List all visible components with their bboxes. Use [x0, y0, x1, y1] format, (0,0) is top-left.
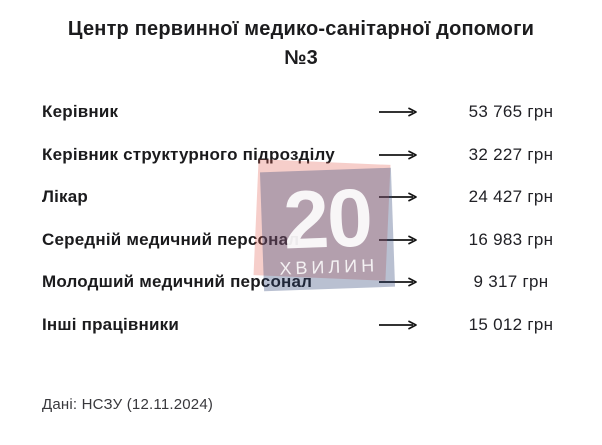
salary-value: 9 317 грн	[473, 272, 549, 292]
arrow-right-icon	[378, 192, 418, 202]
arrow-right-icon	[378, 107, 418, 117]
arrow-right-icon	[378, 277, 418, 287]
salary-value: 15 012 грн	[468, 314, 554, 334]
page-title: Центр первинної медико-санітарної допомо…	[67, 18, 535, 69]
arrow-right-icon	[378, 235, 418, 245]
table-row: Керівник 53 765 грн	[0, 91, 602, 134]
position-label: Середній медичний персонал	[42, 229, 300, 249]
table-row: Молодший медичний персонал 9 317 грн	[0, 261, 602, 304]
table-row: Інші працівники 15 012 грн	[0, 304, 602, 347]
position-label: Лікар	[42, 187, 88, 207]
position-label: Інші працівники	[42, 314, 180, 334]
table-row: Середній медичний персонал 16 983 грн	[0, 219, 602, 262]
salary-value: 32 227 грн	[468, 144, 554, 164]
salary-value: 53 765 грн	[468, 102, 554, 122]
position-label: Молодший медичний персонал	[42, 272, 313, 292]
salary-table: Керівник 53 765 грн Керівник структурног…	[0, 91, 602, 346]
arrow-right-icon	[378, 320, 418, 330]
salary-value: 16 983 грн	[468, 229, 554, 249]
table-row: Керівник структурного підрозділу 32 227 …	[0, 134, 602, 177]
salary-value: 24 427 грн	[468, 187, 554, 207]
position-label: Керівник	[42, 102, 119, 122]
table-row: Лікар 24 427 грн	[0, 176, 602, 219]
position-label: Керівник структурного підрозділу	[42, 144, 335, 164]
data-source-note: Дані: НСЗУ (12.11.2024)	[42, 396, 214, 413]
arrow-right-icon	[378, 150, 418, 160]
